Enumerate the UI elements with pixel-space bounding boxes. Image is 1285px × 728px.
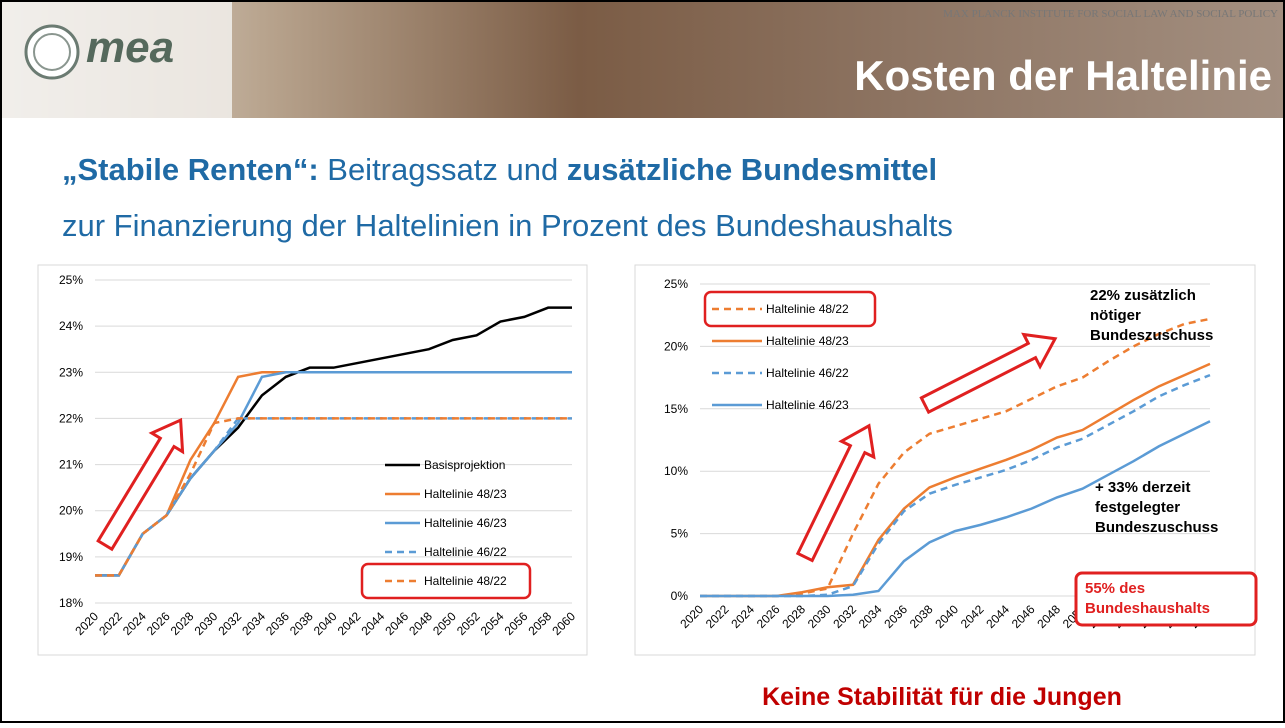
annotation-text: Bundeshaushalts [1085, 600, 1210, 617]
y-tick-label: 15% [664, 402, 688, 416]
logo-text: mea [86, 23, 174, 72]
heading-plain: Beitragssatz und [319, 152, 567, 187]
annotation-text: + 33% derzeit [1095, 479, 1190, 496]
y-tick-label: 0% [671, 589, 689, 603]
annotation-text: Bundeszuschuss [1090, 327, 1213, 344]
legend-label: Haltelinie 46/22 [424, 545, 507, 559]
y-tick-label: 21% [59, 458, 83, 472]
y-tick-label: 20% [59, 504, 83, 518]
annotation-text: 55% des [1085, 580, 1145, 597]
heading-line2: zur Finanzierung der Haltelinien in Proz… [62, 208, 953, 243]
legend-label: Haltelinie 48/22 [424, 574, 507, 588]
section-title: Kosten der Haltelinie [854, 52, 1272, 99]
y-tick-label: 18% [59, 596, 83, 610]
heading-line1: „Stabile Renten“: Beitragssatz und zusät… [62, 152, 937, 187]
heading-bold: zusätzliche Bundesmittel [567, 152, 937, 187]
annotation-text: festgelegter [1095, 499, 1180, 516]
annotation-text: Bundeszuschuss [1095, 519, 1218, 536]
legend-label: Haltelinie 48/22 [766, 302, 849, 316]
annotation-text: nötiger [1090, 307, 1141, 324]
y-tick-label: 25% [664, 277, 688, 291]
slide: mea MAX PLANCK INSTITUTE FOR SOCIAL LAW … [0, 0, 1285, 723]
y-tick-label: 5% [671, 527, 689, 541]
legend-label: Haltelinie 48/23 [766, 334, 849, 348]
y-tick-label: 10% [664, 464, 688, 478]
annotation-text: 22% zusätzlich [1090, 287, 1196, 304]
y-tick-label: 25% [59, 273, 83, 287]
y-tick-label: 22% [59, 411, 83, 425]
heading-bold: „Stabile Renten“: [62, 152, 319, 187]
institute-name: MAX PLANCK INSTITUTE FOR SOCIAL LAW AND … [943, 8, 1278, 20]
page: mea MAX PLANCK INSTITUTE FOR SOCIAL LAW … [0, 0, 1285, 723]
legend-label: Haltelinie 48/23 [424, 487, 507, 501]
y-tick-label: 19% [59, 550, 83, 564]
legend-label: Haltelinie 46/22 [766, 366, 849, 380]
y-tick-label: 23% [59, 365, 83, 379]
legend-label: Haltelinie 46/23 [766, 398, 849, 412]
legend-label: Haltelinie 46/23 [424, 516, 507, 530]
legend-label: Basisprojektion [424, 458, 505, 472]
footer-message: Keine Stabilität für die Jungen [762, 683, 1122, 711]
y-tick-label: 24% [59, 319, 83, 333]
y-tick-label: 20% [664, 339, 688, 353]
